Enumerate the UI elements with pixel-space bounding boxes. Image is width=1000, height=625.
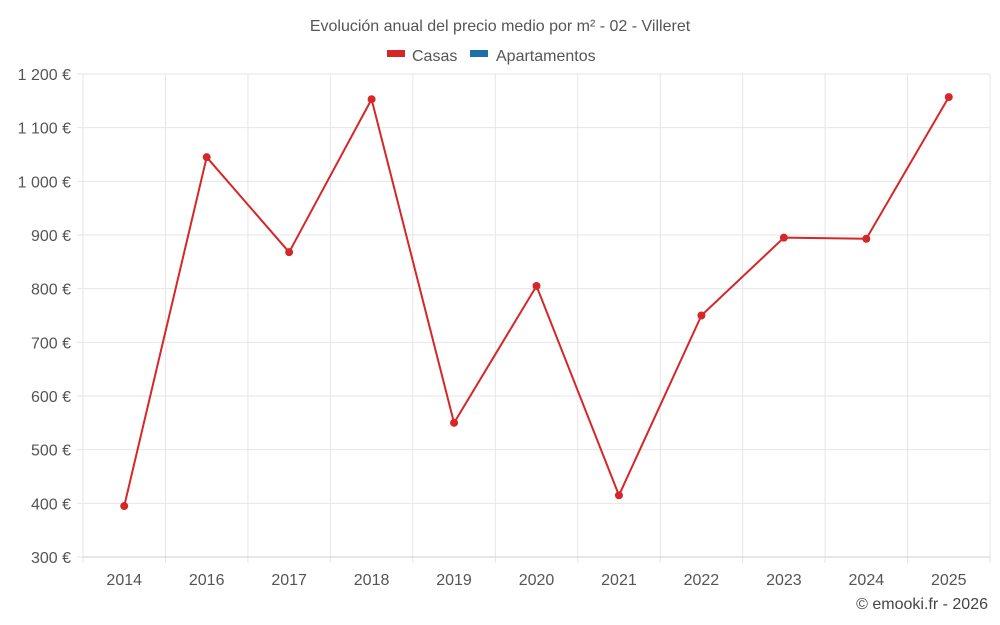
x-tick-label: 2019 [436, 572, 472, 589]
grid [77, 73, 991, 563]
x-tick-label: 2018 [354, 572, 390, 589]
data-point-casas[interactable] [697, 311, 706, 320]
data-point-casas[interactable] [779, 233, 788, 242]
data-point-casas[interactable] [532, 281, 541, 290]
legend-label-apartamentos: Apartamentos [496, 48, 596, 65]
x-tick-label: 2014 [106, 572, 142, 589]
y-tick-label: 600 € [31, 389, 71, 406]
data-point-casas[interactable] [285, 248, 294, 257]
data-point-casas[interactable] [202, 153, 211, 162]
legend-swatch-casas [387, 50, 405, 57]
credit-text: © emooki.fr - 2026 [856, 596, 988, 613]
x-tick-label: 2024 [849, 572, 885, 589]
y-tick-label: 700 € [31, 335, 71, 352]
x-tick-label: 2022 [684, 572, 720, 589]
x-tick-label: 2017 [271, 572, 307, 589]
data-point-casas[interactable] [450, 418, 459, 427]
x-tick-label: 2020 [519, 572, 555, 589]
data-point-casas[interactable] [944, 93, 953, 102]
data-point-casas[interactable] [367, 95, 376, 104]
data-point-casas[interactable] [862, 234, 871, 243]
x-tick-label: 2025 [931, 572, 967, 589]
y-tick-label: 1 100 € [18, 121, 71, 138]
y-tick-label: 500 € [31, 443, 71, 460]
series [120, 93, 953, 511]
y-tick-label: 900 € [31, 228, 71, 245]
y-tick-label: 1 000 € [18, 174, 71, 191]
data-point-casas[interactable] [614, 491, 623, 500]
y-tick-label: 800 € [31, 282, 71, 299]
y-tick-label: 400 € [31, 496, 71, 513]
legend-label-casas: Casas [412, 48, 457, 65]
legend-item-apartamentos[interactable]: Apartamentos [470, 48, 596, 65]
y-tick-label: 300 € [31, 550, 71, 567]
data-point-casas[interactable] [120, 502, 129, 511]
y-axis-ticks: 300 € 400 € 500 € 600 € 700 € 800 € 900 € 1 000… [18, 67, 71, 567]
legend-item-casas[interactable]: Casas [387, 48, 457, 65]
x-axis-ticks: 2014 2016 2017 2018 2019 2020 2021 2022 2023 2024… [106, 572, 966, 589]
y-tick-label: 1 200 € [18, 67, 71, 84]
legend: Casas Apartamentos [387, 48, 596, 65]
x-tick-label: 2021 [601, 572, 637, 589]
x-tick-label: 2016 [189, 572, 225, 589]
legend-swatch-apartamentos [470, 50, 488, 57]
chart-title: Evolución anual del precio medio por m² … [310, 18, 691, 35]
x-tick-label: 2023 [766, 572, 802, 589]
